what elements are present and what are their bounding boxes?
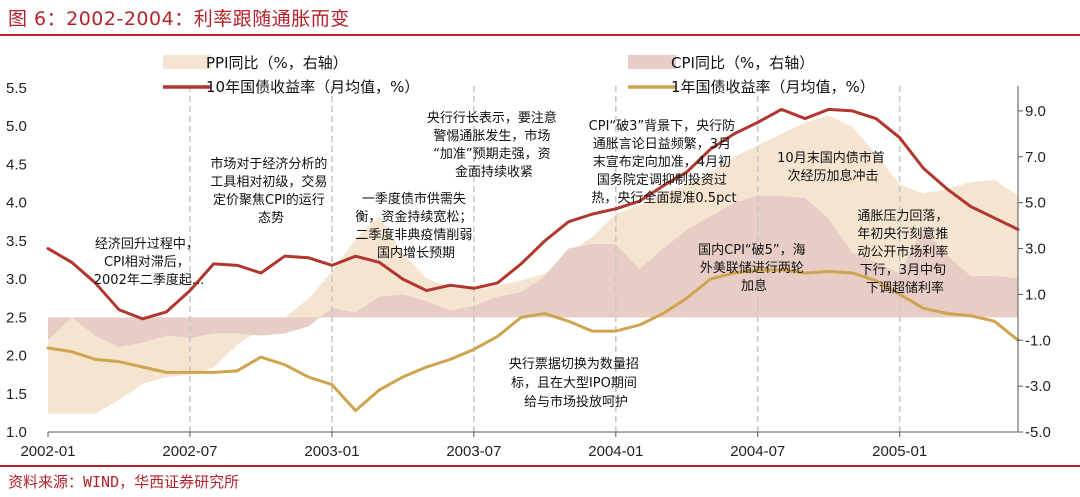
title-rule (0, 34, 1080, 36)
annotation-cpi-above-5: 国内CPI“破5”，海 外美联储进行两轮 加息 (698, 242, 810, 294)
y-tick-left: 1.0 (6, 424, 27, 441)
axes-layer: 1.0 1.5 2.0 2.5 3.0 3.5 4.0 4.5 5.0 5.5 -5.0 -3.0 -1… (6, 80, 1051, 460)
source-rule (0, 465, 1080, 467)
vline-layer (189, 86, 901, 432)
legend-y1-label: 1年国债收益率（月均值，%） (671, 78, 875, 96)
yield-10y-line (46, 107, 1020, 321)
annotation-2003-sars: 一季度债市供需失 衡，资金持续宽松； 二季度非典疫情削弱 国内增长预期 (355, 191, 476, 261)
annotation-2002q2: 经济回升过程中， CPI相对滞后， 2002年二季度起... (94, 237, 204, 288)
area-layer (48, 115, 1018, 414)
y-tick-left: 1.5 (6, 386, 27, 403)
x-tick-label: 2004-07 (730, 443, 785, 460)
legend-ppi-swatch (163, 55, 211, 69)
cpi-area (48, 195, 1018, 348)
y-tick-right: 5.0 (1025, 195, 1046, 212)
y-tick-right: 9.0 (1025, 103, 1046, 120)
annotation-rate-hike: 10月末国内债市首 次经历加息冲击 (777, 150, 889, 184)
y-tick-right: -1.0 (1025, 332, 1051, 349)
legend-ppi-label: PPI同比（%，右轴） (206, 54, 348, 72)
x-tick-label: 2002-01 (20, 443, 75, 460)
y-tick-left: 5.5 (6, 80, 27, 97)
annotation-pboc-warning: 央行行长表示，要注意 警惕通胀发生，市场 “加准”预期走强，资 金面持续收紧 (427, 110, 561, 180)
y-tick-left: 4.5 (6, 156, 27, 173)
y-tick-right: 3.0 (1025, 241, 1046, 258)
annotation-bill-auction: 央行票据切换为数量招 标，且在大型IPO期间 给与市场投放呵护 (509, 357, 643, 410)
x-tick-label: 2005-01 (872, 443, 927, 460)
x-tick-label: 2003-01 (304, 443, 359, 460)
legend-y10-label: 10年国债收益率（月均值，%） (206, 78, 419, 96)
y-tick-left: 3.5 (6, 233, 27, 250)
x-tick-label: 2004-01 (588, 443, 643, 460)
line-layer (46, 107, 1020, 413)
source-note: 资料来源：WIND，华西证券研究所 (8, 473, 240, 491)
legend-cpi-label: CPI同比（%，右轴） (671, 54, 814, 72)
annotation-inflation-easing: 通胀压力回落， 年初央行刻意推 动公开市场利率 下行，3月中旬 下调超储利率 (857, 209, 952, 296)
y-tick-left: 3.0 (6, 271, 27, 288)
annotation-market-tools: 市场对于经济分析的 工具相对初级，交易 定价聚焦CPI的运行 态势 (210, 156, 331, 226)
x-tick-label: 2002-07 (162, 443, 217, 460)
x-tick-label: 2003-07 (446, 443, 501, 460)
annotation-cpi-above-3: CPI“破3”背景下，央行防 通胀言论日益频繁，3月 末宣布定向加准，4月初 国… (589, 118, 740, 206)
figure-title: 图 6：2002-2004：利率跟随通胀而变 (8, 8, 350, 30)
y-tick-right: -3.0 (1025, 378, 1051, 395)
y-tick-left: 4.0 (6, 195, 27, 212)
ppi-area (48, 115, 1018, 414)
legend-cpi-swatch (628, 55, 676, 69)
y-tick-left: 2.0 (6, 348, 27, 365)
y-tick-right: 7.0 (1025, 149, 1046, 166)
y-tick-left: 5.0 (6, 118, 27, 135)
yield-1y-line (46, 268, 1020, 413)
y-tick-right: 1.0 (1025, 286, 1046, 303)
y-tick-left: 2.5 (6, 309, 27, 326)
y-tick-right: -5.0 (1025, 424, 1051, 441)
